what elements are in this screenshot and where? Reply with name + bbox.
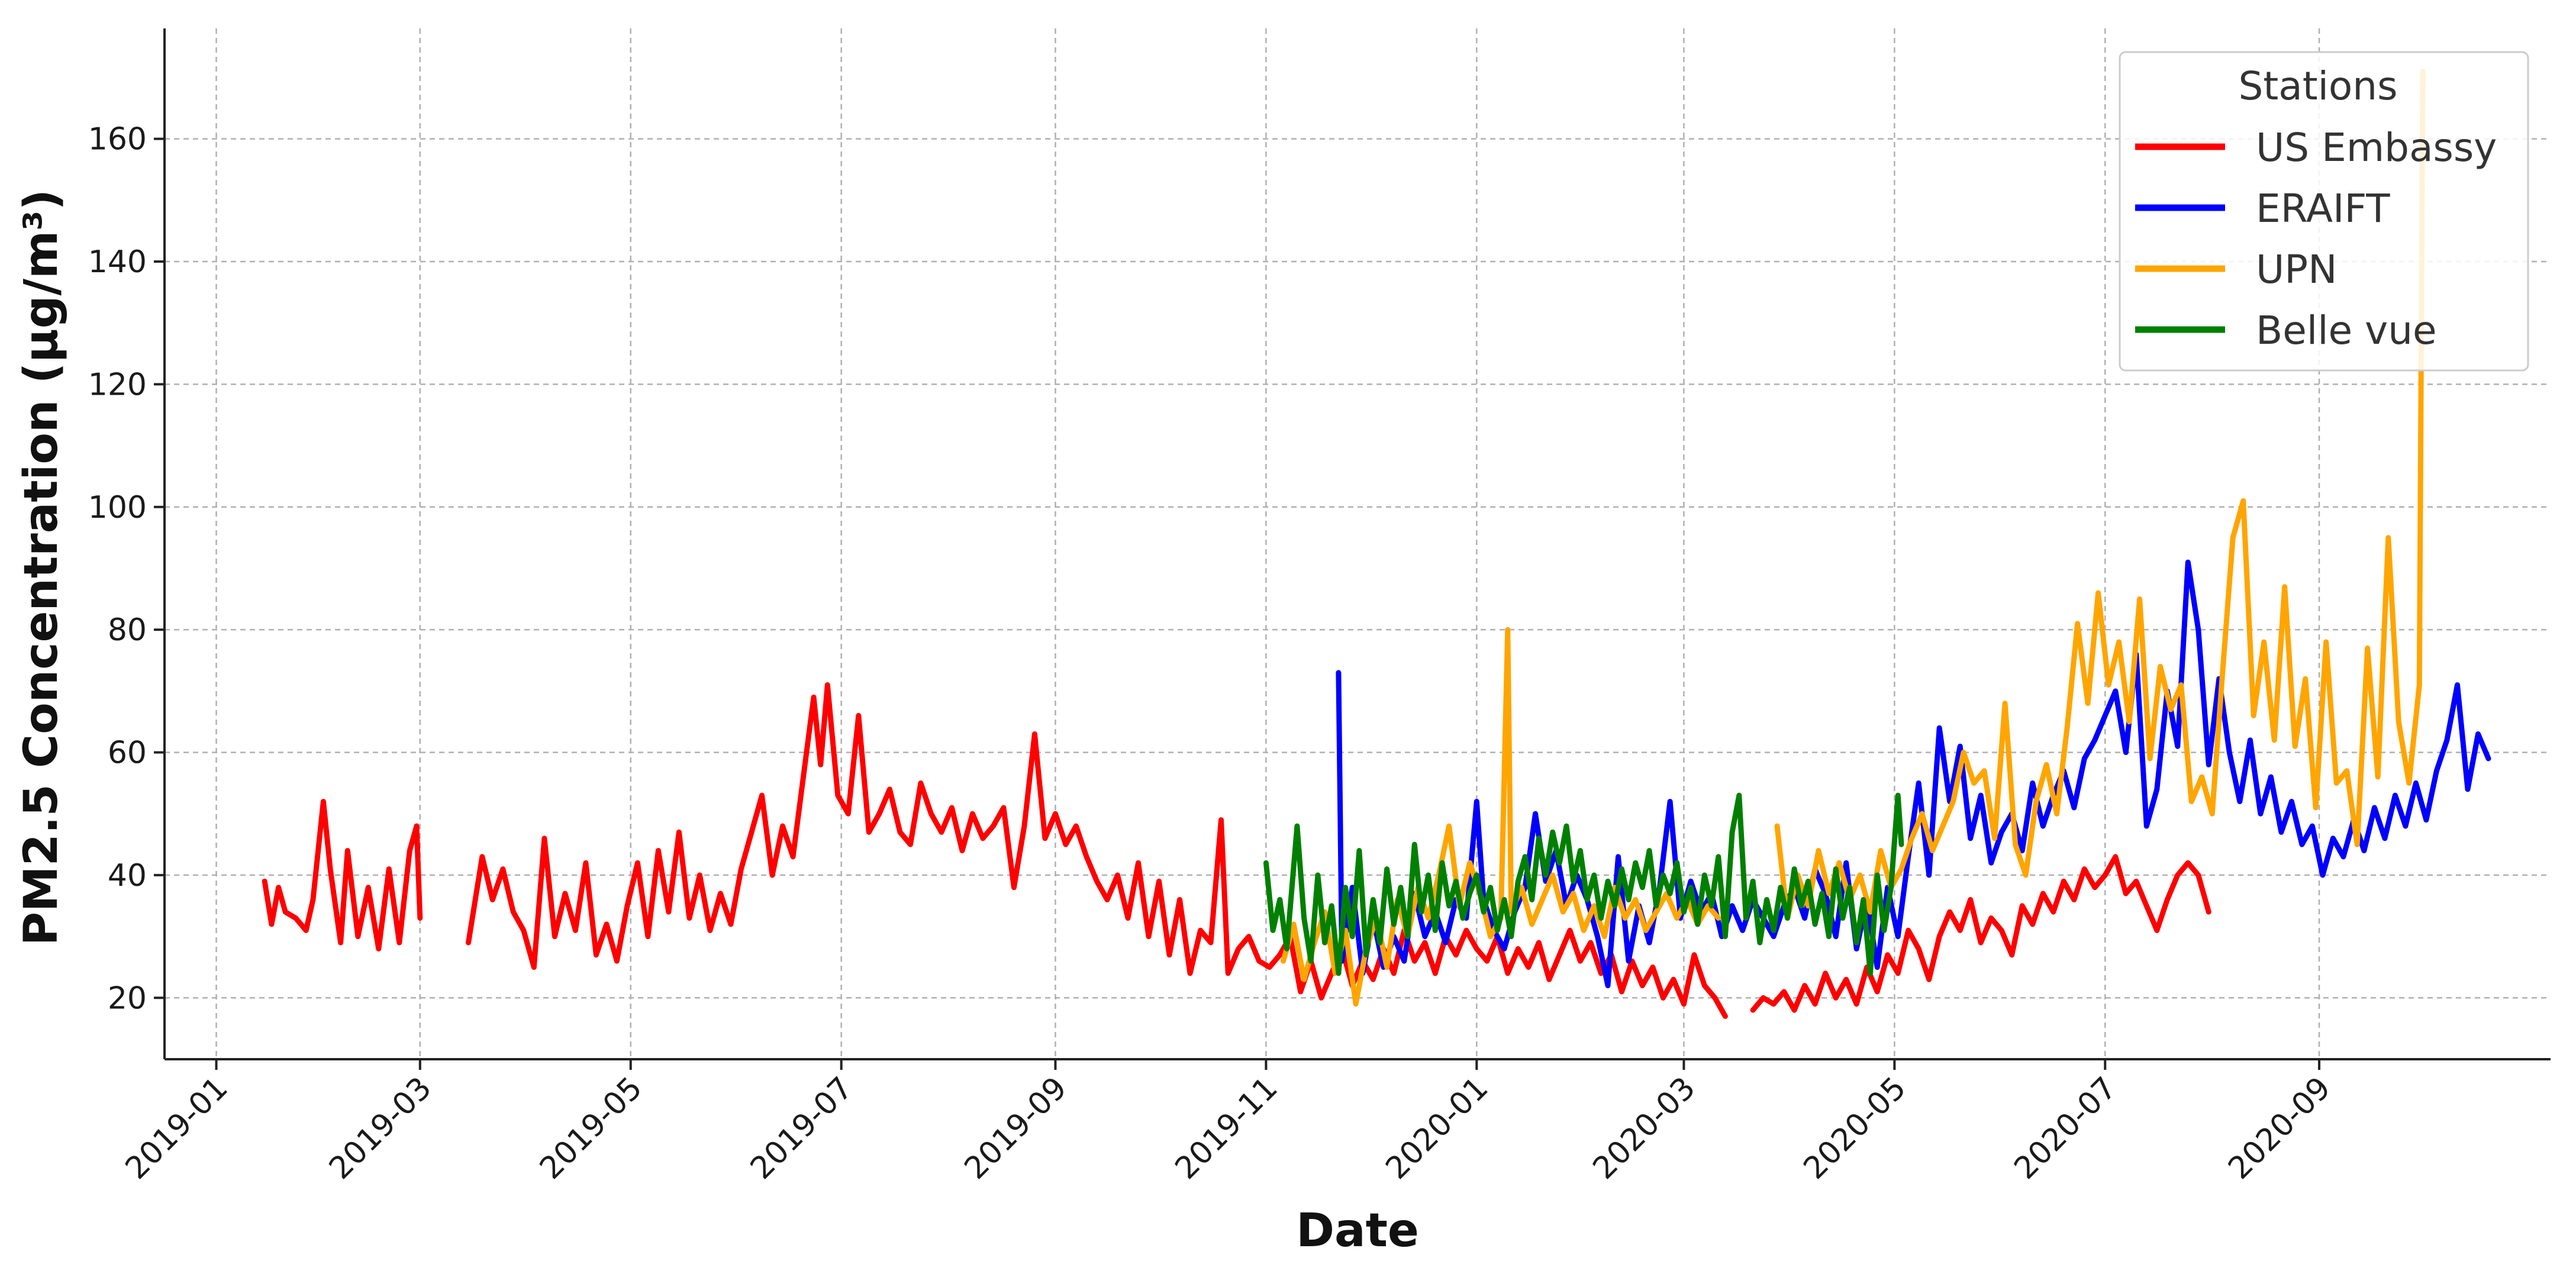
x-axis-title: Date <box>1296 1204 1419 1257</box>
legend-label: UPN <box>2256 247 2337 292</box>
legend-label: ERAIFT <box>2256 186 2390 231</box>
y-tick-label: 160 <box>88 122 147 157</box>
y-tick-label: 20 <box>108 981 147 1016</box>
x-tick-label: 2019-03 <box>323 1070 439 1186</box>
series-lines <box>262 69 2491 1019</box>
y-axis-ticks: 20 40 60 80 100 120 140 160 <box>88 122 165 1016</box>
y-tick-label: 40 <box>108 858 147 894</box>
x-tick-label: 2020-03 <box>1587 1070 1703 1186</box>
y-tick-label: 100 <box>88 490 147 525</box>
series-line <box>1263 792 1904 976</box>
y-tick-label: 60 <box>108 736 147 771</box>
y-tick-label: 80 <box>108 612 147 648</box>
series-belle-vue <box>1263 792 1904 976</box>
legend-label: Belle vue <box>2256 308 2437 353</box>
y-axis-title: PM2.5 Concentration (µg/m³) <box>15 189 68 946</box>
x-tick-label: 2020-05 <box>1797 1070 1913 1186</box>
y-tick-label: 120 <box>88 367 147 402</box>
legend: Stations US Embassy ERAIFT UPN Belle vue <box>2119 51 2529 372</box>
legend-label: US Embassy <box>2256 125 2497 170</box>
series-us-embassy <box>262 682 2211 1019</box>
series-line <box>262 682 2211 1019</box>
x-tick-label: 2020-09 <box>2222 1070 2338 1186</box>
x-tick-label: 2019-11 <box>1168 1070 1284 1186</box>
legend-title: Stations <box>2238 63 2397 109</box>
axes <box>163 28 2551 1060</box>
series-upn <box>1281 69 2426 1007</box>
x-tick-label: 2019-01 <box>119 1070 235 1186</box>
x-axis-ticks: 2019-01 2019-03 2019-05 2019-07 2019-09 2019-… <box>119 1059 2338 1186</box>
y-tick-label: 140 <box>88 244 147 280</box>
x-tick-label: 2020-07 <box>2007 1070 2123 1186</box>
series-line <box>1281 69 2426 1007</box>
x-tick-label: 2019-09 <box>958 1070 1074 1186</box>
x-tick-label: 2020-01 <box>1379 1070 1495 1186</box>
x-tick-label: 2019-07 <box>744 1070 860 1186</box>
x-tick-label: 2019-05 <box>533 1070 649 1186</box>
legend-box <box>2119 51 2529 372</box>
legend-items: US Embassy ERAIFT UPN Belle vue <box>2135 125 2497 353</box>
